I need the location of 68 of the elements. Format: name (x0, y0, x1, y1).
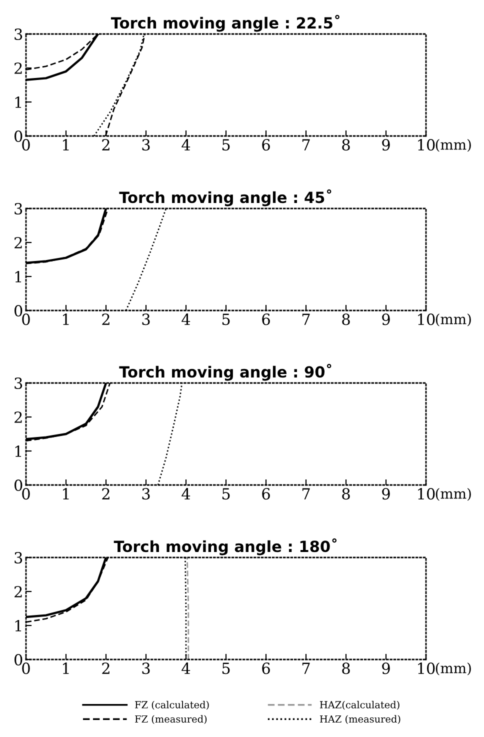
y-tick-label: 3 (14, 202, 22, 215)
x-tick-label: 10 (418, 662, 435, 674)
x-tick-label: 8 (342, 314, 350, 326)
legend-label: HAZ (measured) (320, 715, 400, 724)
x-tick-label: 10 (418, 139, 435, 151)
y-tick-label: 0 (14, 304, 22, 317)
x-tick-label: 9 (382, 662, 390, 674)
x-tick-label: 8 (342, 488, 350, 500)
x-axis-title: (mm) (436, 314, 471, 326)
x-tick-label: 7 (302, 139, 310, 150)
x-tick-label: 7 (302, 314, 310, 325)
x-tick-label: 6 (262, 662, 270, 674)
x-tick-label: 4 (182, 314, 190, 325)
x-tick-label: 6 (262, 488, 270, 500)
x-tick-label: 3 (142, 314, 150, 326)
y-tick-label: 2 (14, 236, 22, 248)
x-tick-label: 6 (262, 314, 270, 326)
x-axis-title: (mm) (436, 139, 471, 152)
x-axis-title: (mm) (436, 662, 471, 676)
chart-title: Torch moving angle : 22.5˚ (110, 14, 340, 32)
y-tick-label: 1 (15, 96, 22, 108)
y-tick-label: 2 (14, 586, 22, 598)
x-tick-label: 9 (382, 314, 390, 326)
chart-title: Torch moving angle : 180˚ (114, 538, 337, 556)
x-tick-label: 2 (102, 314, 110, 325)
chart-title: Torch moving angle : 45˚ (119, 189, 332, 206)
y-tick-label: 3 (14, 552, 22, 564)
x-tick-label: 10 (418, 488, 435, 500)
x-tick-label: 7 (302, 488, 310, 500)
y-tick-label: 0 (14, 130, 22, 142)
x-tick-label: 2 (102, 488, 110, 500)
y-tick-label: 0 (14, 654, 22, 666)
y-tick-label: 1 (15, 620, 22, 632)
x-tick-label: 5 (222, 662, 230, 674)
x-tick-label: 3 (142, 662, 150, 674)
x-tick-label: 2 (102, 139, 110, 150)
x-tick-label: 1 (63, 139, 69, 150)
legend-label: HAZ(calculated) (320, 700, 400, 710)
y-tick-label: 0 (14, 479, 22, 492)
x-tick-label: 1 (63, 314, 69, 325)
chart-title: Torch moving angle : 90˚ (119, 364, 332, 381)
legend-label: FZ (measured) (135, 715, 207, 724)
x-tick-label: 3 (142, 488, 150, 500)
x-tick-label: 4 (182, 139, 190, 150)
x-tick-label: 7 (302, 662, 310, 674)
x-tick-label: 8 (342, 139, 350, 151)
x-tick-label: 3 (142, 139, 150, 151)
x-axis-title: (mm) (436, 488, 471, 501)
x-tick-label: 10 (418, 314, 435, 326)
y-tick-label: 1 (15, 270, 22, 282)
x-tick-label: 6 (262, 139, 270, 151)
x-tick-label: 1 (63, 662, 69, 674)
x-tick-label: 4 (182, 488, 190, 500)
x-tick-label: 9 (382, 139, 390, 151)
y-tick-label: 2 (14, 62, 22, 74)
y-tick-label: 2 (14, 411, 22, 423)
y-tick-label: 1 (15, 445, 22, 457)
x-tick-label: 2 (102, 662, 110, 674)
x-tick-label: 8 (342, 662, 350, 674)
y-tick-label: 3 (14, 28, 22, 40)
y-tick-label: 3 (14, 377, 22, 390)
legend-label: FZ (calculated) (135, 700, 209, 710)
x-tick-label: 5 (222, 488, 230, 500)
x-tick-label: 4 (182, 662, 190, 674)
x-tick-label: 9 (382, 488, 390, 500)
x-tick-label: 5 (222, 314, 230, 326)
x-tick-label: 1 (63, 488, 69, 500)
x-tick-label: 5 (222, 139, 230, 151)
